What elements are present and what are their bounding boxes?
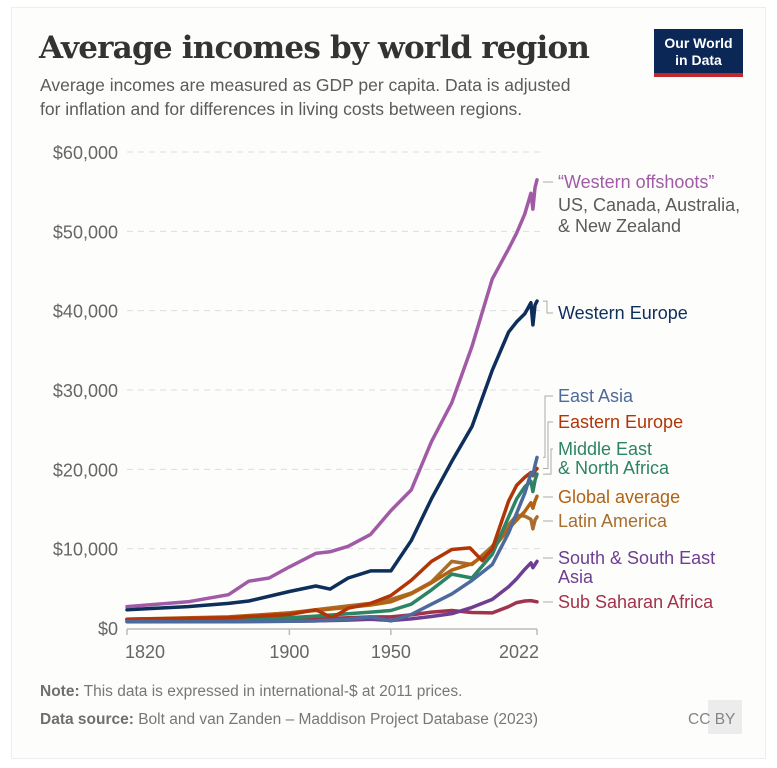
series-line-eastern-europe[interactable] [125, 466, 539, 622]
gridlines [127, 151, 542, 550]
y-tick-label: $10,000 [53, 540, 118, 560]
series-label[interactable]: “Western offshoots” [558, 172, 714, 192]
series-line-middle-east-north-africa[interactable] [125, 472, 539, 622]
series-label[interactable]: Global average [558, 487, 680, 507]
label-connector [543, 448, 553, 475]
series-line-western-offshoots[interactable] [125, 178, 539, 609]
series-label[interactable]: Eastern Europe [558, 412, 683, 432]
series-label[interactable]: & New Zealand [558, 216, 681, 236]
x-tick-label: 2022 [499, 642, 539, 662]
y-tick-label: $40,000 [53, 302, 118, 322]
y-axis-ticks: $0 $10,000 $20,000 $30,000 $40,000 $50,000 $60… [53, 143, 118, 639]
y-tick-label: $20,000 [53, 460, 118, 480]
x-tick-label: 1900 [269, 642, 309, 662]
subtitle-line-2: for inflation and for differences in liv… [40, 99, 523, 119]
series-line-sub-saharan-africa[interactable] [125, 598, 539, 623]
owid-logo[interactable]: Our World in Data [654, 29, 743, 77]
y-tick-label: $30,000 [53, 381, 118, 401]
y-tick-label: $0 [98, 619, 118, 639]
series-line-latin-america[interactable] [125, 513, 539, 622]
series-labels: Sub Saharan Africa South & South EastAsia… [543, 172, 740, 612]
series-line-east-asia[interactable] [125, 455, 539, 624]
logo-line-1: Our World [664, 35, 733, 51]
series-label[interactable]: Middle East [558, 439, 652, 459]
series-label[interactable]: Western Europe [558, 303, 688, 323]
series-label[interactable]: East Asia [558, 386, 634, 406]
note-label: Note: [40, 683, 80, 700]
source-label: Data source: [40, 711, 134, 728]
note-text: This data is expressed in international-… [79, 683, 463, 700]
series-label[interactable]: Sub Saharan Africa [558, 592, 714, 612]
y-tick-label: $50,000 [53, 222, 118, 242]
line-chart: $0 $10,000 $20,000 $30,000 $40,000 $50,000 $60… [53, 143, 740, 662]
chart-subtitle: Average incomes are measured as GDP per … [40, 73, 640, 121]
x-tick-label: 1950 [371, 642, 411, 662]
logo-line-2: in Data [675, 52, 722, 68]
series-label[interactable]: Latin America [558, 511, 668, 531]
data-source: Data source: Bolt and van Zanden – Maddi… [40, 711, 538, 729]
series-label[interactable]: Asia [558, 567, 594, 587]
series-lines [125, 178, 539, 624]
x-tick-label: 1820 [125, 642, 165, 662]
source-text[interactable]: Bolt and van Zanden – Maddison Project D… [133, 711, 539, 728]
series-label[interactable]: South & South East [558, 548, 715, 568]
footnote: Note: This data is expressed in internat… [40, 683, 462, 701]
license-link[interactable]: CC BY [688, 711, 736, 728]
label-connector [543, 421, 553, 470]
series-line-western-europe[interactable] [125, 299, 539, 612]
license-badge-bg [708, 700, 742, 734]
chart-card [11, 7, 766, 759]
subtitle-line-1: Average incomes are measured as GDP per … [40, 75, 571, 95]
series-label[interactable]: US, Canada, Australia, [558, 195, 740, 215]
x-axis: 1820 1900 1950 2022 [125, 628, 539, 662]
chart-title: Average incomes by world region [39, 30, 590, 66]
y-tick-label: $60,000 [53, 143, 118, 163]
label-connector [543, 395, 553, 458]
label-connector [543, 300, 553, 314]
series-label[interactable]: & North Africa [558, 458, 670, 478]
